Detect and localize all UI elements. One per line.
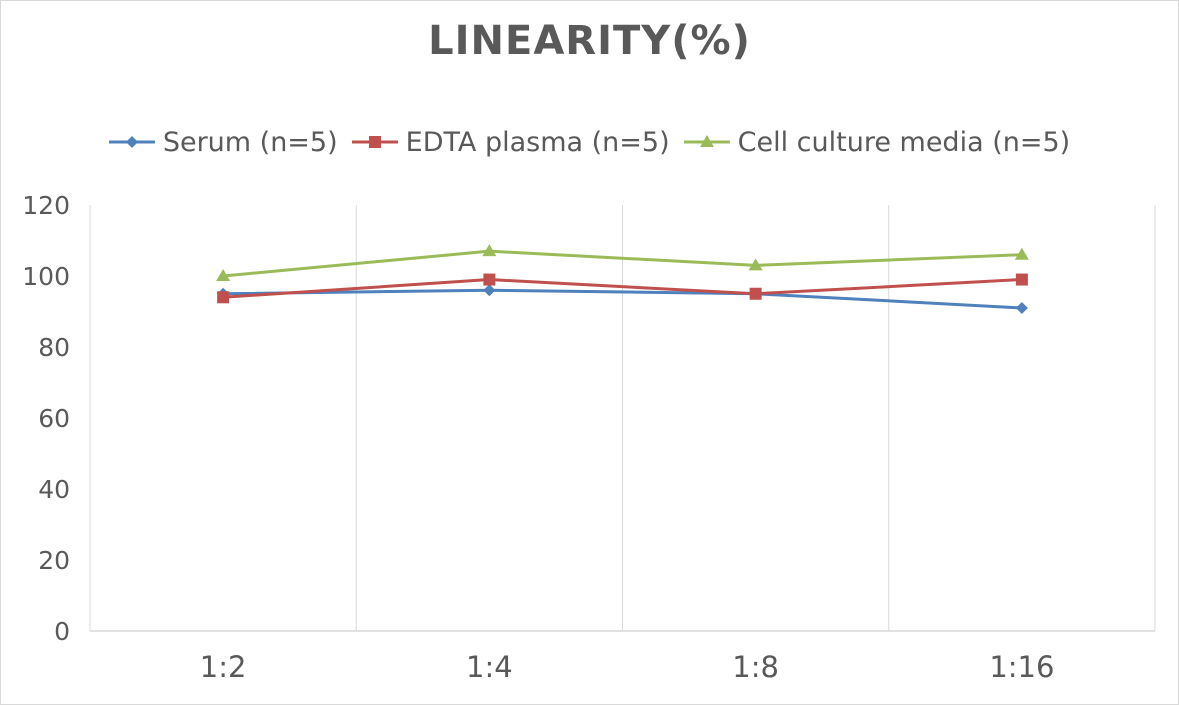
data-point-edta-plasma: [217, 291, 230, 304]
x-tick-label: 1:8: [732, 650, 779, 684]
series-line-edta-plasma: [223, 278, 1022, 299]
legend-swatch-cell-culture-media: [683, 135, 730, 147]
data-point-edta-plasma: [483, 273, 496, 286]
legend-swatch-edta-plasma: [351, 136, 398, 148]
y-tick-label: 20: [38, 546, 70, 575]
legend-label-edta-plasma: EDTA plasma (n=5): [405, 126, 670, 158]
legend-swatch-serum: [108, 136, 155, 148]
data-point-edta-plasma: [1015, 273, 1028, 286]
data-point-cell-culture-media: [748, 258, 763, 271]
data-point-cell-culture-media: [482, 244, 497, 257]
y-tick-label: 60: [38, 404, 70, 433]
chart-title: LINEARITY(%): [428, 18, 751, 64]
series-line-cell-culture-media: [222, 249, 1022, 278]
legend-label-serum: Serum (n=5): [162, 126, 338, 158]
legend-marker: [368, 136, 381, 148]
data-point-edta-plasma: [749, 287, 762, 300]
legend-item-cell-culture-media: Cell culture media (n=5): [683, 126, 1071, 158]
data-point-cell-culture-media: [216, 269, 231, 281]
x-tick-label: 1:4: [466, 650, 513, 684]
data-point-serum: [483, 284, 496, 297]
legend: Serum (n=5) EDTA plasma (n=5) Cell cultu…: [0, 120, 1179, 164]
y-tick-label: 120: [22, 191, 70, 220]
series-line-serum: [223, 288, 1022, 310]
data-point-serum: [1015, 301, 1028, 314]
y-tick-label: 80: [38, 333, 70, 362]
legend-marker: [125, 136, 138, 148]
legend-label-cell-culture-media: Cell culture media (n=5): [737, 126, 1071, 158]
data-point-cell-culture-media: [1014, 247, 1029, 260]
y-tick-label: 100: [22, 262, 70, 291]
legend-marker: [699, 135, 714, 147]
y-tick-label: 0: [54, 617, 70, 646]
legend-item-edta-plasma: EDTA plasma (n=5): [351, 126, 670, 158]
x-tick-label: 1:16: [989, 650, 1054, 684]
y-tick-label: 40: [38, 475, 70, 504]
x-tick-label: 1:2: [200, 650, 247, 684]
legend-item-serum: Serum (n=5): [108, 126, 338, 158]
